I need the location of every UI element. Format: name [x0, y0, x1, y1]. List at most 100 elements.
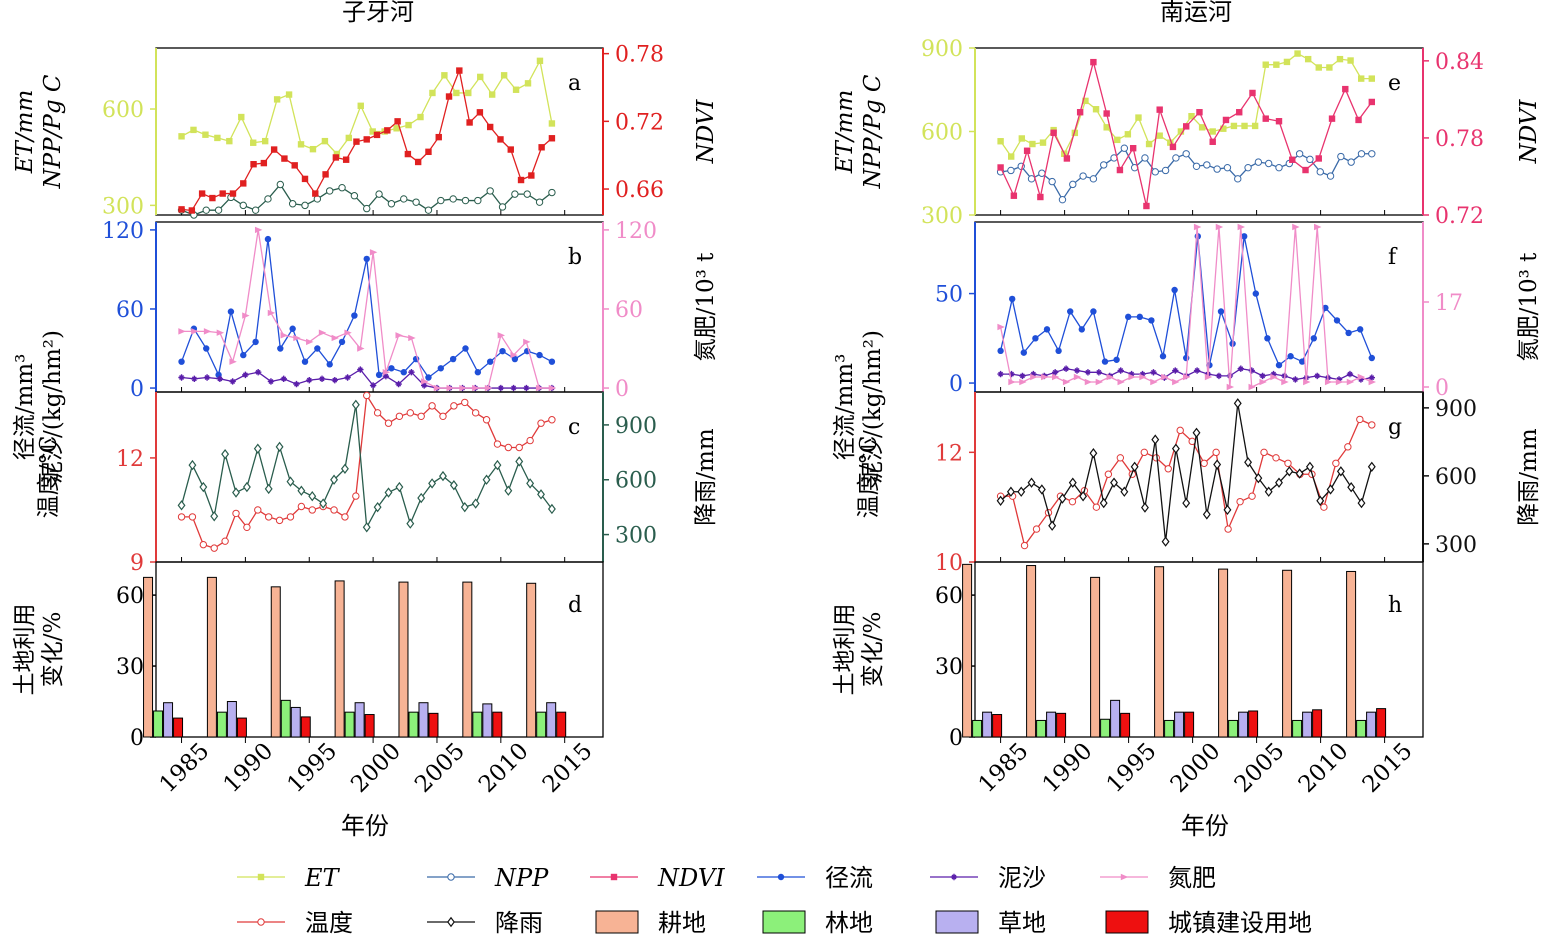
bar-城镇建设用地 [236, 717, 247, 738]
data-point [1062, 365, 1070, 372]
axis-title-line: 变化/% [860, 612, 886, 688]
legend-swatch [595, 910, 639, 934]
data-point [493, 459, 502, 471]
axis-title-line: 径流/mm³ [832, 354, 858, 461]
bar-耕地 [1090, 576, 1101, 738]
data-point [1103, 124, 1110, 131]
bar-林地 [1356, 719, 1367, 738]
data-point [203, 328, 212, 335]
data-point [536, 351, 543, 359]
data-point [261, 137, 269, 145]
left-tick-label: 60 [116, 584, 144, 609]
right-tick-label: 0 [1435, 376, 1449, 401]
left-tick-label: 10 [935, 551, 963, 576]
legend-item-ET: ET [237, 864, 341, 892]
data-point [1117, 378, 1125, 386]
data-point [535, 384, 544, 392]
data-point [1248, 383, 1256, 391]
series-泥沙 [178, 366, 556, 392]
data-point [429, 89, 436, 97]
data-point [445, 93, 453, 100]
data-point [1357, 373, 1366, 381]
data-point [1283, 58, 1291, 66]
data-point [449, 355, 457, 363]
data-point [1347, 482, 1356, 493]
data-point [1063, 155, 1071, 162]
data-point [1193, 367, 1201, 374]
data-point [276, 180, 285, 189]
axis-title: ET/mmNPP/Pg C [832, 74, 886, 189]
data-point [526, 478, 535, 489]
data-point [214, 206, 223, 214]
data-point [353, 138, 360, 145]
data-point [517, 176, 525, 184]
data-point [281, 155, 288, 162]
data-point [1192, 162, 1201, 170]
data-point [1084, 378, 1093, 386]
data-point [1007, 166, 1015, 175]
data-point [472, 384, 480, 392]
data-point [314, 345, 321, 352]
bar-草地 [482, 703, 493, 738]
data-point [332, 154, 340, 161]
data-point [1368, 150, 1376, 158]
data-point [425, 374, 432, 381]
data-point [1089, 448, 1098, 459]
data-point [289, 325, 296, 332]
data-point [277, 345, 284, 352]
data-point [325, 187, 334, 195]
legend-label: NDVI [657, 864, 725, 892]
data-point [1292, 223, 1300, 231]
data-point [350, 192, 359, 200]
left-tick-label: 0 [130, 377, 144, 402]
axis-title: 土地利用变化/% [832, 604, 886, 696]
data-point [203, 374, 211, 381]
bar-城镇建设用地 [1056, 712, 1067, 738]
right-tick-label: 0.78 [1435, 127, 1484, 152]
data-point [408, 369, 415, 376]
data-point [1275, 118, 1283, 125]
bar-林地 [1292, 719, 1303, 738]
data-point [1196, 109, 1203, 116]
panel-frame [974, 391, 1424, 563]
data-point [1213, 165, 1221, 173]
axis-title-line: 土地利用 [12, 604, 38, 696]
x-tick-label: 2010 [474, 738, 534, 798]
legend-item-rain: 降雨 [427, 909, 543, 937]
data-point [499, 347, 506, 355]
data-point [547, 503, 556, 515]
data-point [382, 369, 391, 376]
data-point [221, 537, 229, 545]
data-point [1209, 128, 1216, 135]
data-point [425, 148, 432, 156]
x-tick-label: 2015 [538, 738, 598, 798]
data-point [536, 57, 544, 65]
data-point [178, 374, 185, 381]
data-point [1233, 398, 1242, 409]
axis-title-line: 温度/°C [856, 436, 882, 519]
data-point [1129, 145, 1137, 152]
panel-g: 10 12 300 600 900 g 温度/°C 降雨/mm [856, 391, 1542, 576]
data-point [1314, 223, 1322, 231]
data-point [1150, 378, 1158, 386]
panel-b: 0 60 120 0 60 120 b 径流/mm³泥沙/(kg/hm²) 氮肥/10³ t [12, 219, 719, 484]
data-point [275, 441, 284, 453]
data-point [1368, 374, 1375, 381]
data-point [1285, 466, 1294, 477]
x-tick-label: 1985 [974, 738, 1034, 798]
data-point [424, 206, 433, 214]
series-NDVI [997, 58, 1375, 210]
data-point [178, 206, 185, 213]
data-point [1200, 459, 1208, 467]
data-point [538, 144, 545, 151]
x-tick-label: 2010 [1294, 738, 1354, 798]
data-point [405, 121, 412, 129]
legend-marker [950, 873, 958, 881]
data-point [997, 323, 1005, 331]
x-tick-label: 1995 [1102, 738, 1162, 798]
bar-林地 [1036, 719, 1047, 738]
data-point [301, 175, 309, 183]
data-point [1357, 326, 1364, 333]
series-ET [997, 50, 1375, 160]
